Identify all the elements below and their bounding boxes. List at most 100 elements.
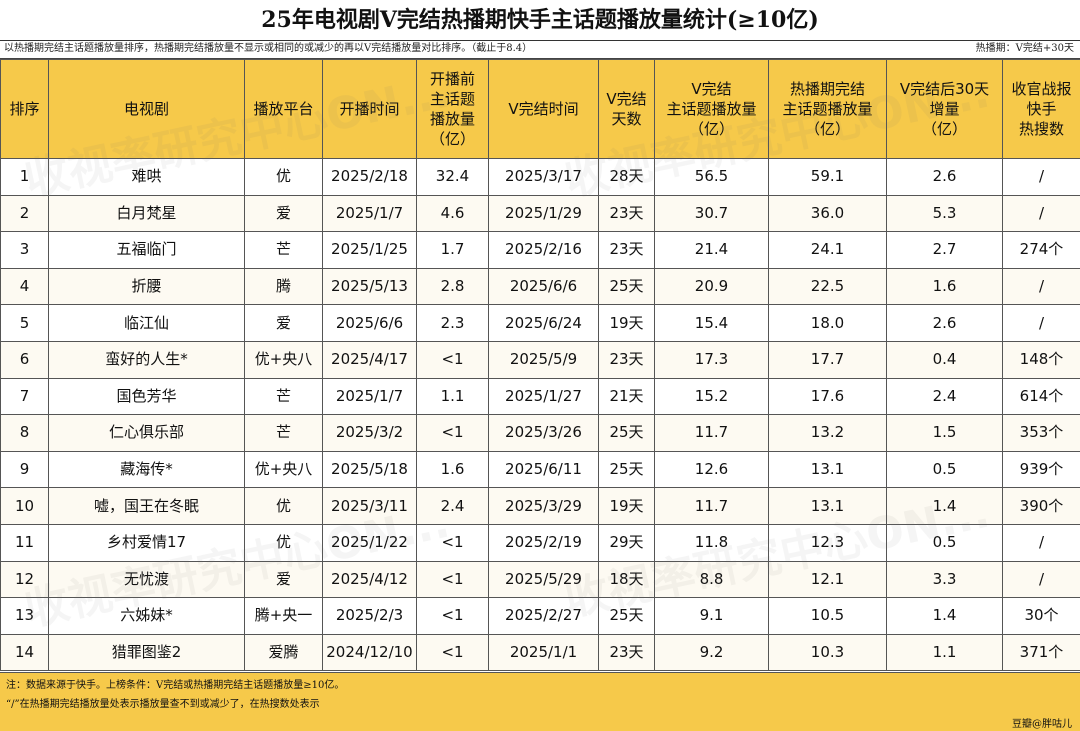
cell-hot-search: 148个 xyxy=(1003,341,1080,378)
cell-increment: 5.3 xyxy=(887,195,1003,232)
cell-hot-end-views: 12.3 xyxy=(769,524,887,561)
cell-increment: 2.7 xyxy=(887,232,1003,269)
cell-v-end-date: 2025/1/1 xyxy=(489,634,599,671)
cell-drama: 五福临门 xyxy=(49,232,245,269)
cell-start-date: 2025/1/7 xyxy=(323,195,417,232)
cell-platform: 芒 xyxy=(245,232,323,269)
cell-hot-search: 30个 xyxy=(1003,598,1080,635)
cell-pre-views: 2.3 xyxy=(417,305,489,342)
cell-drama: 难哄 xyxy=(49,159,245,196)
column-header: 热播期完结 主话题播放量 （亿） xyxy=(769,60,887,159)
cell-rank: 13 xyxy=(1,598,49,635)
cell-start-date: 2025/5/18 xyxy=(323,451,417,488)
cell-rank: 7 xyxy=(1,378,49,415)
column-header: V完结 天数 xyxy=(599,60,655,159)
column-header: 收官战报 快手 热搜数 xyxy=(1003,60,1080,159)
cell-pre-views: <1 xyxy=(417,415,489,452)
column-header: 开播前 主话题 播放量 （亿） xyxy=(417,60,489,159)
cell-hot-search: 371个 xyxy=(1003,634,1080,671)
cell-v-end-views: 12.6 xyxy=(655,451,769,488)
cell-hot-end-views: 10.5 xyxy=(769,598,887,635)
cell-hot-end-views: 59.1 xyxy=(769,159,887,196)
cell-rank: 1 xyxy=(1,159,49,196)
column-header: 开播时间 xyxy=(323,60,417,159)
cell-drama: 白月梵星 xyxy=(49,195,245,232)
cell-hot-search: 939个 xyxy=(1003,451,1080,488)
cell-v-days: 19天 xyxy=(599,488,655,525)
cell-increment: 1.6 xyxy=(887,268,1003,305)
cell-hot-search: / xyxy=(1003,305,1080,342)
cell-drama: 乡村爱情17 xyxy=(49,524,245,561)
cell-drama: 无忧渡 xyxy=(49,561,245,598)
period-note: 热播期：V完结+30天 xyxy=(976,40,1074,58)
cell-start-date: 2025/4/17 xyxy=(323,341,417,378)
page-title: 25年电视剧V完结热播期快手主话题播放量统计(≥10亿) xyxy=(0,0,1080,41)
cell-v-end-views: 15.4 xyxy=(655,305,769,342)
cell-v-end-views: 21.4 xyxy=(655,232,769,269)
cell-drama: 藏海传* xyxy=(49,451,245,488)
cell-hot-end-views: 13.2 xyxy=(769,415,887,452)
cell-drama: 仁心俱乐部 xyxy=(49,415,245,452)
column-header: 播放平台 xyxy=(245,60,323,159)
cell-drama: 猎罪图鉴2 xyxy=(49,634,245,671)
subtitle-bar: 以热播期完结主话题播放量排序，热播期完结播放量不显示或相同的或减少的再以V完结播… xyxy=(0,40,1080,59)
cell-rank: 14 xyxy=(1,634,49,671)
cell-v-days: 19天 xyxy=(599,305,655,342)
column-header: V完结后30天 增量 （亿） xyxy=(887,60,1003,159)
cell-pre-views: <1 xyxy=(417,524,489,561)
cell-hot-search: 274个 xyxy=(1003,232,1080,269)
cell-hot-end-views: 12.1 xyxy=(769,561,887,598)
cell-increment: 3.3 xyxy=(887,561,1003,598)
cell-v-end-views: 9.1 xyxy=(655,598,769,635)
cell-hot-end-views: 10.3 xyxy=(769,634,887,671)
cell-platform: 优 xyxy=(245,488,323,525)
cell-rank: 11 xyxy=(1,524,49,561)
cell-increment: 0.5 xyxy=(887,451,1003,488)
cell-v-end-date: 2025/3/29 xyxy=(489,488,599,525)
cell-pre-views: 1.1 xyxy=(417,378,489,415)
cell-v-end-date: 2025/6/24 xyxy=(489,305,599,342)
cell-platform: 腾 xyxy=(245,268,323,305)
credit: 豆瓣@胖咕儿 xyxy=(1012,715,1072,730)
cell-pre-views: <1 xyxy=(417,561,489,598)
cell-hot-end-views: 24.1 xyxy=(769,232,887,269)
cell-increment: 1.4 xyxy=(887,488,1003,525)
cell-v-end-views: 8.8 xyxy=(655,561,769,598)
column-header: V完结时间 xyxy=(489,60,599,159)
cell-v-end-views: 11.7 xyxy=(655,415,769,452)
cell-hot-end-views: 36.0 xyxy=(769,195,887,232)
cell-start-date: 2025/4/12 xyxy=(323,561,417,598)
footer-note-1: 注：数据来源于快手。上榜条件：V完结或热播期完结主话题播放量≥10亿。 xyxy=(6,676,344,691)
cell-v-end-date: 2025/6/11 xyxy=(489,451,599,488)
cell-v-end-views: 30.7 xyxy=(655,195,769,232)
cell-v-days: 28天 xyxy=(599,159,655,196)
cell-start-date: 2025/1/7 xyxy=(323,378,417,415)
cell-hot-end-views: 17.7 xyxy=(769,341,887,378)
cell-drama: 折腰 xyxy=(49,268,245,305)
cell-v-days: 25天 xyxy=(599,451,655,488)
cell-rank: 10 xyxy=(1,488,49,525)
cell-v-end-date: 2025/6/6 xyxy=(489,268,599,305)
cell-v-end-date: 2025/1/27 xyxy=(489,378,599,415)
cell-pre-views: <1 xyxy=(417,598,489,635)
cell-increment: 1.5 xyxy=(887,415,1003,452)
cell-rank: 2 xyxy=(1,195,49,232)
cell-start-date: 2025/6/6 xyxy=(323,305,417,342)
cell-hot-end-views: 18.0 xyxy=(769,305,887,342)
cell-pre-views: 1.7 xyxy=(417,232,489,269)
cell-pre-views: 2.4 xyxy=(417,488,489,525)
column-header: V完结 主话题播放量 （亿） xyxy=(655,60,769,159)
cell-platform: 芒 xyxy=(245,378,323,415)
cell-pre-views: 32.4 xyxy=(417,159,489,196)
cell-rank: 8 xyxy=(1,415,49,452)
cell-v-end-views: 9.2 xyxy=(655,634,769,671)
cell-v-end-date: 2025/3/17 xyxy=(489,159,599,196)
